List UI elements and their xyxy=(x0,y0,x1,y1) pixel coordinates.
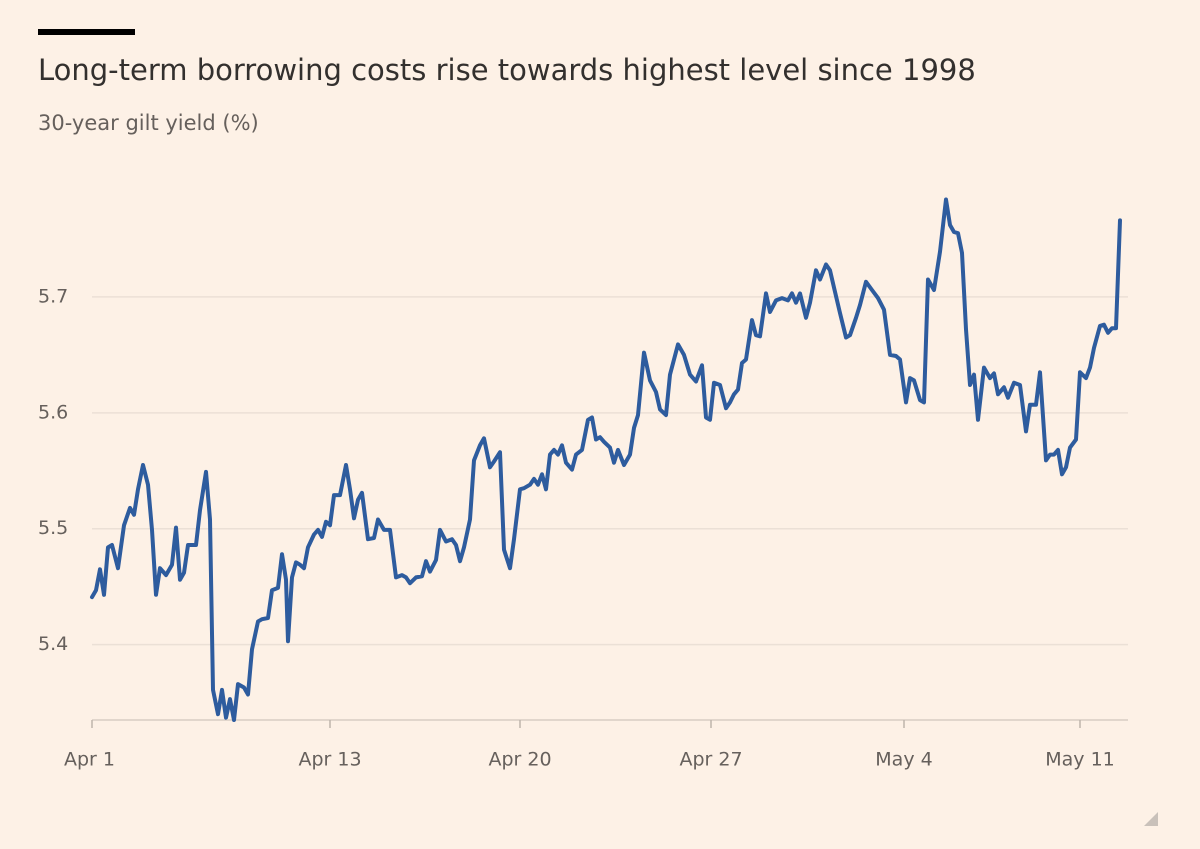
y-tick-label: 5.6 xyxy=(38,401,68,423)
title-bar xyxy=(38,29,135,35)
x-tick-label: May 4 xyxy=(875,749,932,771)
data-line xyxy=(90,197,1122,722)
y-tick-label: 5.4 xyxy=(38,633,68,655)
x-tick-label: Apr 13 xyxy=(298,749,361,771)
x-tick-label: Apr 27 xyxy=(679,749,742,771)
chart-title: Long-term borrowing costs rise towards h… xyxy=(38,53,976,87)
x-tick-label: May 11 xyxy=(1045,749,1115,771)
corner-icon xyxy=(1144,812,1158,826)
chart-subtitle: 30-year gilt yield (%) xyxy=(38,111,259,135)
x-tick-label: Apr 1 xyxy=(64,749,115,771)
y-tick-label: 5.7 xyxy=(38,285,68,307)
x-tick-label: Apr 20 xyxy=(488,749,551,771)
y-tick-label: 5.5 xyxy=(38,517,68,539)
